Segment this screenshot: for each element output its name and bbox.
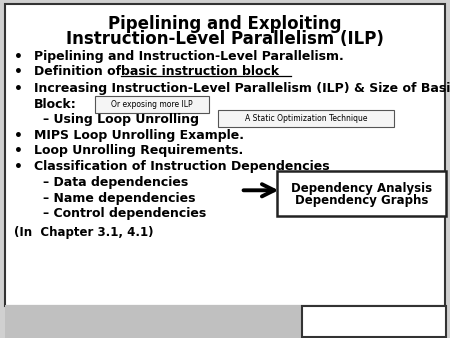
FancyBboxPatch shape [277, 171, 446, 216]
Text: Instruction-Level Parallelism (ILP): Instruction-Level Parallelism (ILP) [66, 30, 384, 48]
Text: •: • [14, 65, 22, 79]
Text: Block:: Block: [34, 98, 76, 111]
Text: Definition of: Definition of [34, 65, 125, 78]
Text: (In  Chapter 3.1, 4.1): (In Chapter 3.1, 4.1) [14, 226, 153, 239]
Text: •: • [14, 82, 22, 96]
Text: Pipelining and Exploiting: Pipelining and Exploiting [108, 15, 342, 33]
Text: •: • [14, 129, 22, 143]
Text: Loop Unrolling Requirements.: Loop Unrolling Requirements. [34, 144, 243, 157]
Text: Or exposing more ILP: Or exposing more ILP [111, 100, 193, 109]
Text: Dynamic = At run time: Dynamic = At run time [162, 310, 260, 319]
Text: basic instruction block: basic instruction block [121, 65, 279, 78]
Text: MIPS Loop Unrolling Example.: MIPS Loop Unrolling Example. [34, 129, 244, 142]
Text: – Control dependencies: – Control dependencies [43, 207, 206, 220]
FancyBboxPatch shape [218, 110, 394, 127]
Text: •: • [14, 160, 22, 173]
Text: •: • [14, 144, 22, 158]
Text: – Using Loop Unrolling: – Using Loop Unrolling [43, 113, 199, 126]
Text: •: • [14, 50, 22, 64]
Text: A Static Optimization Technique: A Static Optimization Technique [245, 114, 367, 123]
Text: Dependency Graphs: Dependency Graphs [295, 194, 428, 207]
Text: Pipelining and Instruction-Level Parallelism.: Pipelining and Instruction-Level Paralle… [34, 50, 343, 63]
Text: – Data dependencies: – Data dependencies [43, 176, 188, 189]
Text: Increasing Instruction-Level Parallelism (ILP) & Size of Basic: Increasing Instruction-Level Parallelism… [34, 82, 450, 95]
Text: – Name dependencies: – Name dependencies [43, 192, 195, 204]
Text: Classification of Instruction Dependencies: Classification of Instruction Dependenci… [34, 160, 329, 172]
Text: Static = At compilation time: Static = At compilation time [14, 310, 135, 319]
Text: #1  Spring 2006 lec#3  3-20-2006: #1 Spring 2006 lec#3 3-20-2006 [314, 325, 435, 331]
Text: EECC551 - Shaaban: EECC551 - Shaaban [310, 313, 439, 326]
FancyBboxPatch shape [94, 96, 209, 113]
Text: Dependency Analysis: Dependency Analysis [291, 182, 432, 195]
